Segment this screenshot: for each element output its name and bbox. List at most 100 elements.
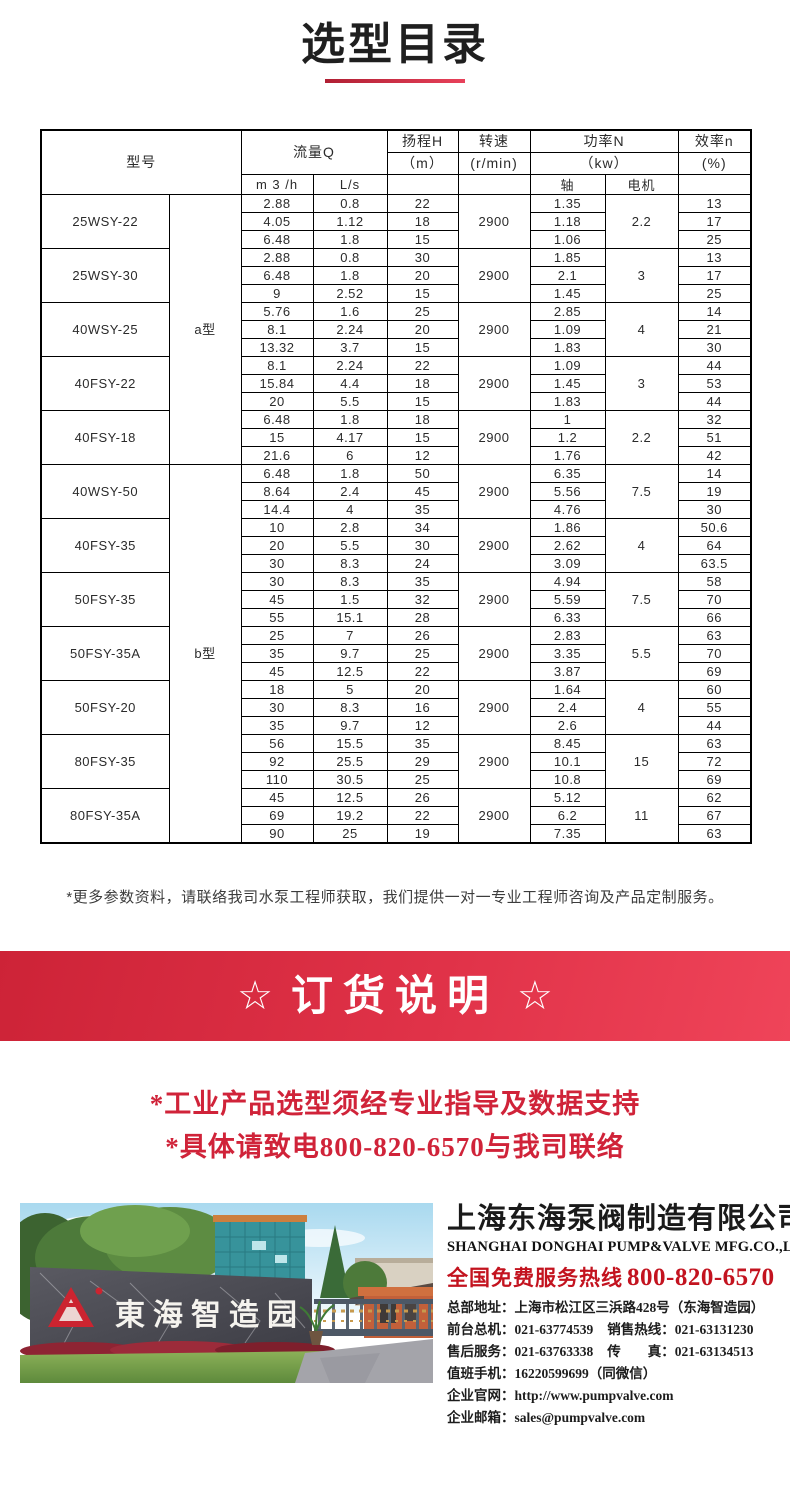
flow-ls-cell: 15.1 — [312, 607, 388, 627]
shaft-power-cell: 10.8 — [529, 769, 606, 789]
motor-power-cell: 2.2 — [604, 193, 679, 249]
flow-m3h-cell: 55 — [240, 607, 314, 627]
flow-m3h-cell: 8.1 — [240, 319, 314, 339]
model-cell: 40FSY-22 — [40, 355, 170, 411]
flow-ls-cell: 3.7 — [312, 337, 388, 357]
pump-table-body: 25WSY-22 a型 2.88 0.8 22 2900 1.35 2.2 13 4.05 1.12… — [40, 193, 752, 844]
header-head: 扬程H — [386, 129, 459, 153]
contact-label: 售后服务： — [447, 1344, 515, 1360]
efficiency-cell: 44 — [677, 715, 752, 735]
shaft-power-cell: 6.35 — [529, 463, 606, 483]
flow-ls-cell: 2.52 — [312, 283, 388, 303]
head-cell: 22 — [386, 355, 459, 375]
flow-m3h-cell: 2.88 — [240, 193, 314, 213]
model-cell: 50FSY-35A — [40, 625, 170, 681]
header-speed-unit: (r/min) — [457, 151, 531, 175]
contact-link[interactable]: sales@pumpvalve.com — [514, 1410, 646, 1426]
head-cell: 32 — [386, 589, 459, 609]
motor-power-cell: 7.5 — [604, 571, 679, 627]
table-row: 8.1 2.24 20 1.09 21 — [41, 319, 752, 339]
flow-ls-cell: 6 — [312, 445, 388, 465]
head-cell: 15 — [386, 337, 459, 357]
table-row: 13.32 3.7 15 1.83 30 — [41, 337, 752, 357]
efficiency-cell: 69 — [677, 769, 752, 789]
flow-m3h-cell: 18 — [240, 679, 314, 699]
head-cell: 25 — [386, 769, 459, 789]
model-cell: 50FSY-20 — [40, 679, 170, 735]
table-footnote: *更多参数资料，请联络我司水泵工程师获取，我们提供一对一专业工程师咨询及产品定制… — [66, 888, 724, 906]
head-cell: 18 — [386, 373, 459, 393]
efficiency-cell: 44 — [677, 391, 752, 411]
catalog-page: 选型目录 型号 流量Q 扬程H 转速 功率N 效率n （m） — [0, 0, 790, 1429]
page-header: 选型目录 — [0, 0, 790, 84]
contact-line: 企业邮箱：sales@pumpvalve.com — [447, 1407, 780, 1429]
flow-m3h-cell: 6.48 — [240, 463, 314, 483]
flow-ls-cell: 2.8 — [312, 517, 388, 537]
head-cell: 35 — [386, 571, 459, 591]
order-banner-title: 订货说明 — [290, 971, 499, 1019]
shaft-power-cell: 2.62 — [529, 535, 606, 555]
model-cell: 25WSY-30 — [40, 247, 170, 303]
table-row: 90 25 19 7.35 63 — [41, 823, 752, 844]
flow-ls-cell: 15.5 — [312, 733, 388, 753]
shaft-power-cell: 1.45 — [529, 373, 606, 393]
efficiency-cell: 32 — [677, 409, 752, 429]
efficiency-cell: 51 — [677, 427, 752, 447]
efficiency-cell: 13 — [677, 193, 752, 213]
selection-table-wrap: 型号 流量Q 扬程H 转速 功率N 效率n （m） (r/min) （kw） (… — [40, 129, 753, 844]
head-cell: 19 — [386, 823, 459, 844]
table-row: 80FSY-35 56 15.5 35 2900 8.45 15 63 — [40, 733, 752, 789]
flow-ls-cell: 1.8 — [312, 463, 388, 483]
flow-m3h-cell: 13.32 — [240, 337, 314, 357]
flow-m3h-cell: 30 — [240, 571, 314, 591]
head-cell: 20 — [386, 265, 459, 285]
efficiency-cell: 63 — [677, 625, 752, 645]
head-cell: 16 — [386, 697, 459, 717]
flow-m3h-cell: 2.88 — [240, 247, 314, 267]
motor-power-cell: 4 — [604, 301, 679, 357]
table-row: 6.48 1.8 20 2.1 17 — [41, 265, 752, 285]
header-speed: 转速 — [457, 129, 531, 153]
flow-m3h-cell: 110 — [240, 769, 314, 789]
head-cell: 12 — [386, 715, 459, 735]
table-row: 50FSY-20 18 5 20 2900 1.64 4 60 — [40, 679, 752, 735]
header-power-unit: （kw） — [529, 151, 679, 175]
flow-ls-cell: 4 — [312, 499, 388, 519]
table-row: 80FSY-35A 45 12.5 26 2900 5.12 11 62 — [40, 787, 752, 844]
model-cell: 40WSY-50 — [40, 463, 170, 519]
shaft-power-cell: 1.45 — [529, 283, 606, 303]
efficiency-cell: 67 — [677, 805, 752, 825]
efficiency-cell: 58 — [677, 571, 752, 591]
shaft-power-cell: 2.1 — [529, 265, 606, 285]
motor-power-cell: 11 — [604, 787, 679, 844]
flow-ls-cell: 5 — [312, 679, 388, 699]
shaft-power-cell: 1.09 — [529, 319, 606, 339]
notice-line-2: *具体请致电800-820-6570与我司联络 — [165, 1131, 625, 1162]
motor-power-cell: 15 — [604, 733, 679, 789]
efficiency-cell: 14 — [677, 463, 752, 483]
head-cell: 15 — [386, 283, 459, 303]
flow-m3h-cell: 92 — [240, 751, 314, 771]
head-cell: 45 — [386, 481, 459, 501]
contact-line: 总部地址：上海市松江区三浜路428号（东海智造园） — [447, 1297, 780, 1319]
flow-ls-cell: 1.8 — [312, 265, 388, 285]
shaft-power-cell: 4.94 — [529, 571, 606, 591]
shaft-power-cell: 4.76 — [529, 499, 606, 519]
contact-link[interactable]: http://www.pumpvalve.com — [514, 1388, 674, 1404]
factory-photo-graphic: 東海智造园 — [20, 1203, 433, 1384]
flow-m3h-cell: 69 — [240, 805, 314, 825]
shaft-power-cell: 2.83 — [529, 625, 606, 645]
flow-m3h-cell: 15 — [240, 427, 314, 447]
table-row: 4.05 1.12 18 1.18 17 — [41, 211, 752, 231]
head-cell: 15 — [386, 427, 459, 447]
efficiency-cell: 53 — [677, 373, 752, 393]
speed-cell: 2900 — [457, 787, 531, 844]
table-row: 40WSY-50 b型 6.48 1.8 50 2900 6.35 7.5 14 — [40, 463, 752, 844]
company-info: 上海东海泵阀制造有限公司 SHANGHAI DONGHAI PUMP&VALVE… — [447, 1203, 790, 1429]
contact-label: 前台总机： — [447, 1322, 515, 1338]
efficiency-cell: 30 — [677, 499, 752, 519]
efficiency-cell: 14 — [677, 301, 752, 321]
shaft-power-cell: 3.35 — [529, 643, 606, 663]
table-row: 20 5.5 30 2.62 64 — [41, 535, 752, 555]
table-row: 110 30.5 25 10.8 69 — [41, 769, 752, 789]
